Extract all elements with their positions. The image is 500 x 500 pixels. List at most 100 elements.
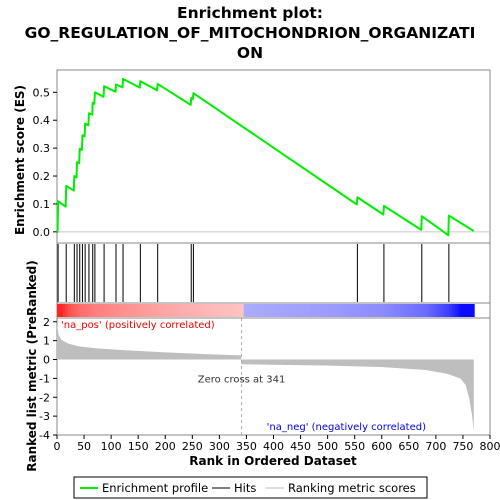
colorbar-segment bbox=[341, 304, 345, 317]
colorbar-segment bbox=[311, 304, 315, 317]
colorbar-segment bbox=[241, 304, 245, 317]
colorbar-segment bbox=[433, 304, 437, 317]
x-tick-label: 100 bbox=[101, 440, 122, 453]
colorbar-segment bbox=[178, 304, 182, 317]
colorbar-segment bbox=[75, 304, 80, 317]
colorbar-segment bbox=[411, 304, 415, 317]
colorbar-segment bbox=[211, 304, 215, 317]
colorbar-segment bbox=[289, 304, 293, 317]
colorbar-segment bbox=[287, 304, 291, 317]
colorbar-segment bbox=[379, 304, 383, 317]
colorbar-segment bbox=[135, 304, 139, 317]
x-axis: 0 50 100 150 200 250 300 350 400 450 500 550 600 650 7… bbox=[54, 435, 500, 453]
x-tick-label: 50 bbox=[77, 440, 91, 453]
colorbar-segment bbox=[97, 304, 101, 317]
x-tick-label: 300 bbox=[209, 440, 230, 453]
colorbar-segment bbox=[249, 304, 253, 317]
colorbar-segment bbox=[392, 304, 396, 317]
colorbar-segment bbox=[103, 304, 107, 317]
es-panel-frame bbox=[56, 69, 491, 244]
colorbar-segment bbox=[162, 304, 166, 317]
colorbar-segment bbox=[422, 304, 426, 317]
hits-layer bbox=[57, 244, 450, 302]
colorbar-segment bbox=[113, 304, 117, 317]
colorbar-segment bbox=[397, 304, 402, 317]
legend-hits-label: Hits bbox=[234, 481, 256, 495]
colorbar-segment bbox=[65, 304, 69, 317]
zero-cross-label: Zero cross at 341 bbox=[198, 374, 286, 385]
colorbar-segment bbox=[195, 304, 199, 317]
colorbar-segment bbox=[159, 304, 163, 317]
colorbar-segment bbox=[346, 304, 350, 317]
colorbar-segment bbox=[430, 304, 434, 317]
colorbar-segment bbox=[473, 304, 475, 317]
colorbar-segment bbox=[387, 304, 391, 317]
colorbar-segment bbox=[327, 304, 331, 317]
colorbar-segment bbox=[381, 304, 385, 317]
colorbar-segment bbox=[57, 304, 61, 317]
colorbar-segment bbox=[246, 304, 250, 317]
x-tick-label: 800 bbox=[480, 440, 500, 453]
enrichment-profile-layer bbox=[56, 77, 490, 237]
colorbar-segment bbox=[462, 304, 467, 317]
colorbar-segment bbox=[119, 304, 123, 317]
rank-y-tick-label: 1 bbox=[43, 335, 50, 348]
colorbar-segment bbox=[105, 304, 109, 317]
colorbar-segment bbox=[205, 304, 209, 317]
colorbar-segment bbox=[130, 304, 134, 317]
colorbar-segment bbox=[330, 304, 334, 317]
colorbar-segment bbox=[84, 304, 88, 317]
colorbar-segment bbox=[94, 304, 98, 317]
colorbar-segment bbox=[154, 304, 158, 317]
rank-y-tick-label: -2 bbox=[39, 391, 50, 404]
colorbar-segment bbox=[284, 304, 288, 317]
colorbar-segment bbox=[216, 304, 220, 317]
colorbar-segment bbox=[281, 304, 285, 317]
colorbar-segment bbox=[254, 304, 258, 317]
colorbar-segment bbox=[257, 304, 261, 317]
colorbar-segment bbox=[419, 304, 423, 317]
colorbar-segment bbox=[292, 304, 296, 317]
colorbar-segment bbox=[176, 304, 180, 317]
hits-panel-frame bbox=[56, 242, 491, 304]
colorbar-segment bbox=[116, 304, 120, 317]
colorbar-segment bbox=[86, 304, 90, 317]
colorbar-segment bbox=[173, 304, 177, 317]
colorbar-segment bbox=[400, 304, 404, 317]
colorbar-segment bbox=[457, 304, 461, 317]
colorbar-segment bbox=[354, 304, 358, 317]
x-tick-label: 350 bbox=[236, 440, 257, 453]
colorbar-segment bbox=[460, 304, 464, 317]
colorbar-segment bbox=[151, 304, 155, 317]
es-y-tick-label: 0.2 bbox=[33, 170, 51, 183]
colorbar-segment bbox=[370, 304, 375, 317]
colorbar-segment bbox=[324, 304, 329, 317]
es-y-tick-label: 0.5 bbox=[33, 86, 51, 99]
colorbar-segment bbox=[425, 304, 429, 317]
colorbar-segment bbox=[360, 304, 364, 317]
colorbar-segment bbox=[403, 304, 407, 317]
colorbar-segment bbox=[365, 304, 369, 317]
colorbar-segment bbox=[316, 304, 320, 317]
colorbar-segment bbox=[362, 304, 366, 317]
colorbar-segment bbox=[78, 304, 82, 317]
colorbar-segment bbox=[59, 304, 63, 317]
es-y-axis: 0.0 0.1 0.2 0.3 0.4 0.5 bbox=[33, 86, 57, 239]
colorbar-segment bbox=[270, 304, 274, 317]
colorbar-segment bbox=[468, 304, 472, 317]
rank-y-axis: 2 1 0 -1 -2 -3 -4 bbox=[39, 316, 57, 442]
colorbar-segment bbox=[322, 304, 326, 317]
x-tick-label: 750 bbox=[452, 440, 473, 453]
colorbar-segment bbox=[121, 304, 126, 317]
colorbar-segment bbox=[427, 304, 431, 317]
colorbar-segment bbox=[111, 304, 115, 317]
colorbar-segment bbox=[305, 304, 310, 317]
colorbar-segment bbox=[81, 304, 85, 317]
colorbar-segment bbox=[343, 304, 347, 317]
colorbar-segment bbox=[300, 304, 304, 317]
colorbar-segment bbox=[438, 304, 442, 317]
colorbar-segment bbox=[243, 304, 247, 317]
colorbar-segment bbox=[157, 304, 161, 317]
x-axis-title: Rank in Ordered Dataset bbox=[189, 454, 357, 468]
